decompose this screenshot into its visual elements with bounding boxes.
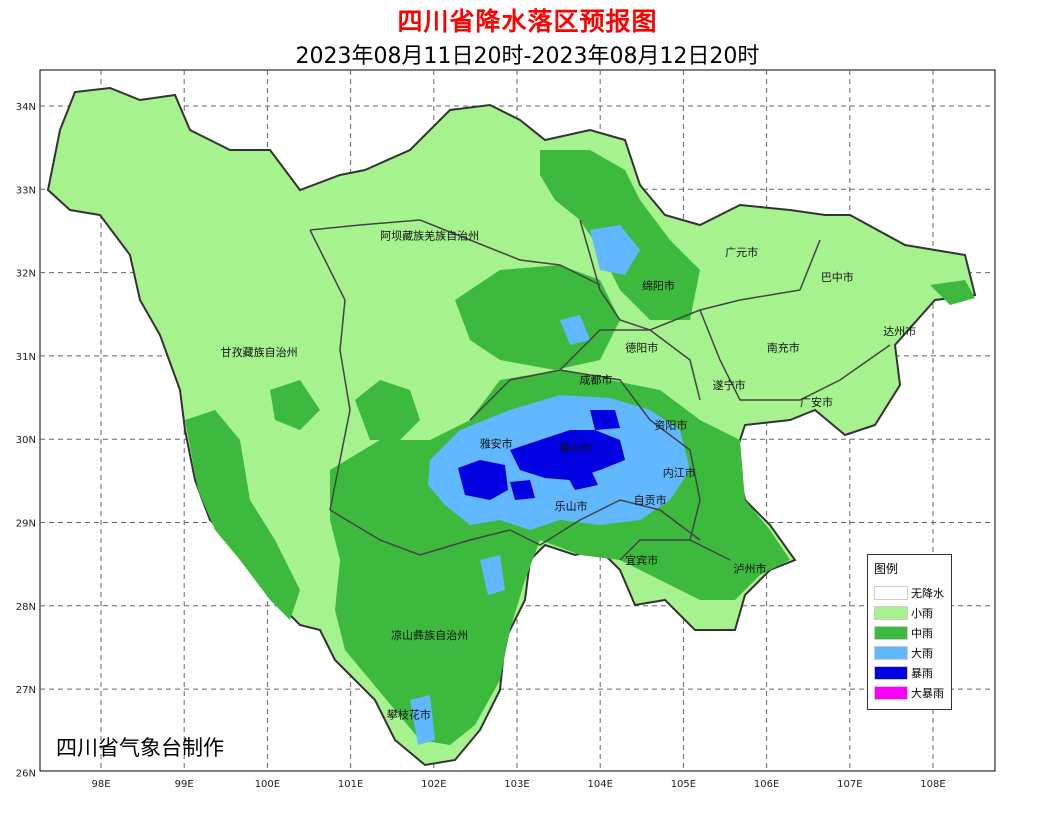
legend-label: 大雨 [911,647,933,660]
lon-tick-label: 108E [920,779,945,790]
legend-item: 中雨 [874,625,933,641]
legend-item: 大暴雨 [874,685,944,701]
city-label: 雅安市 [480,437,513,451]
city-label: 广安市 [800,395,833,409]
lat-tick-label: 33N [16,185,36,196]
lat-tick-label: 29N [16,519,36,530]
legend-label: 暴雨 [911,667,933,680]
city-label: 巴中市 [821,270,854,284]
city-label: 攀枝花市 [387,707,431,721]
city-label: 南充市 [767,341,800,355]
city-label: 甘孜藏族自治州 [221,345,298,359]
legend-swatch [874,666,908,680]
legend-title: 图例 [874,562,899,576]
lon-tick-label: 104E [587,779,612,790]
legend-swatch [874,606,908,620]
city-label: 凉山彝族自治州 [391,628,468,642]
legend-item: 暴雨 [874,665,933,681]
lat-tick-label: 31N [16,352,36,363]
map-title: 四川省降水落区预报图 [397,7,658,36]
legend-item: 大雨 [874,645,933,661]
city-label: 遂宁市 [713,378,746,392]
legend-swatch [874,626,908,640]
lat-tick-label: 27N [16,685,36,696]
city-label: 资阳市 [654,418,687,432]
lon-tick-label: 99E [175,779,194,790]
legend-item: 小雨 [874,605,933,621]
city-label: 达州市 [883,324,916,338]
legend-label: 无降水 [911,587,944,600]
lat-tick-label: 28N [16,602,36,613]
city-label: 成都市 [580,372,613,386]
lat-tick-label: 32N [16,269,36,280]
legend-swatch [874,646,908,660]
map-subtitle: 2023年08月11日20时-2023年08月12日20时 [295,44,760,69]
legend-swatch [874,686,908,700]
lon-tick-label: 101E [338,779,363,790]
city-label: 泸州市 [733,561,766,575]
lon-tick-label: 102E [421,779,446,790]
legend-label: 大暴雨 [911,687,944,700]
lon-tick-label: 103E [504,779,529,790]
legend-item: 无降水 [874,585,944,601]
rainstorm-area [458,410,625,500]
city-label: 眉山市 [559,441,592,455]
city-label: 内江市 [663,466,696,480]
map-legend: 图例 无降水小雨中雨大雨暴雨大暴雨 [867,554,952,710]
city-label: 自贡市 [634,493,667,507]
prefecture-boundaries [309,219,891,561]
city-label: 阿坝藏族羌族自治州 [380,228,479,242]
legend-swatch [874,586,908,600]
city-label: 广元市 [725,245,758,259]
lat-tick-label: 26N [16,768,36,779]
city-label: 宜宾市 [625,553,658,567]
producer-credit: 四川省气象台制作 [56,736,224,760]
city-label: 绵阳市 [642,278,675,292]
legend-label: 中雨 [911,627,933,640]
lon-tick-label: 107E [837,779,862,790]
city-label: 德阳市 [625,341,658,355]
lat-tick-label: 30N [16,435,36,446]
lon-tick-label: 98E [91,779,110,790]
lat-tick-label: 34N [16,102,36,113]
lon-tick-label: 105E [671,779,696,790]
lon-tick-label: 106E [754,779,779,790]
lon-tick-label: 100E [255,779,280,790]
legend-label: 小雨 [911,607,933,620]
city-label: 乐山市 [555,499,588,513]
